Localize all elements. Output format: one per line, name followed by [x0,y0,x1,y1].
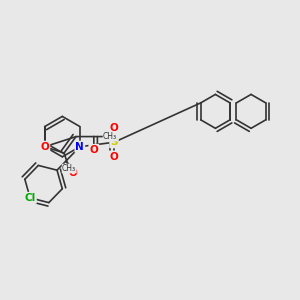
Text: CH₃: CH₃ [62,164,76,173]
Text: N: N [75,142,84,152]
Text: O: O [40,142,49,152]
Text: O: O [110,152,118,161]
Text: O: O [68,168,77,178]
Text: O: O [110,123,118,133]
Text: O: O [89,145,98,155]
Text: Cl: Cl [25,193,36,203]
Text: S: S [110,137,118,147]
Text: CH₃: CH₃ [103,132,117,141]
